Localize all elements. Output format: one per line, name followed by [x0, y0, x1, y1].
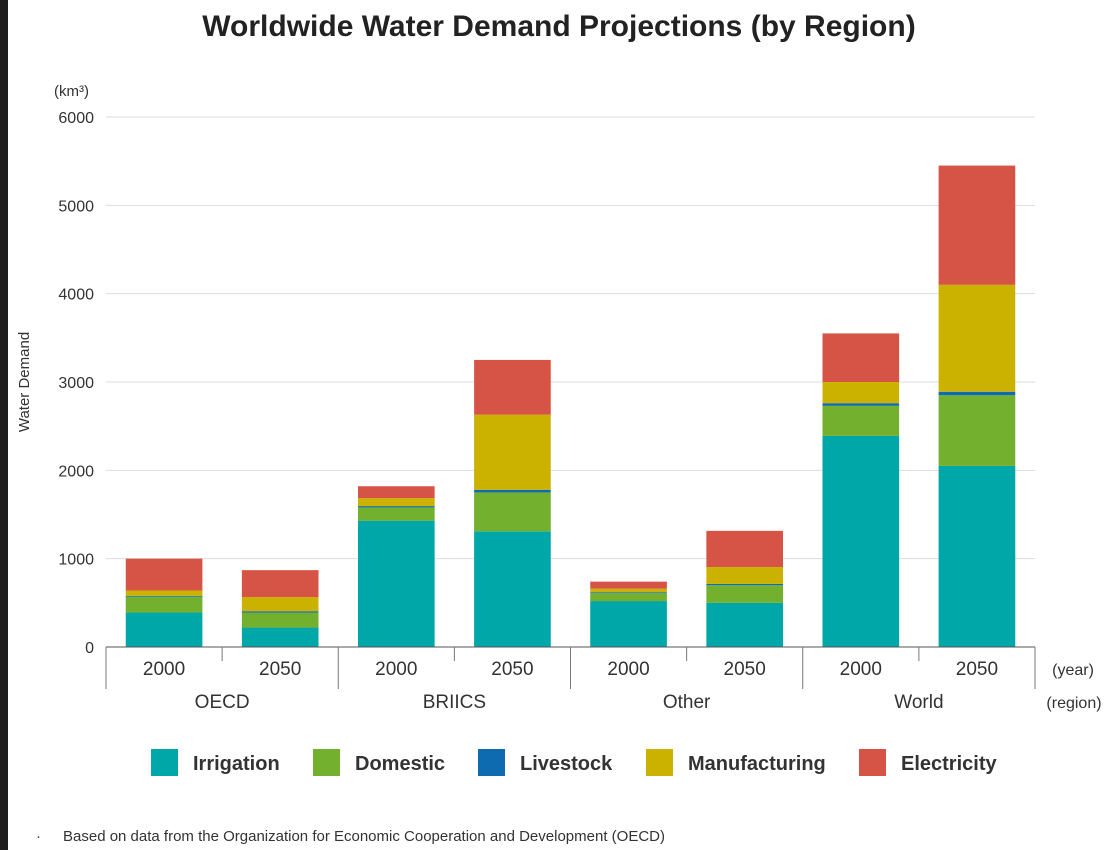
bar-segment-livestock [590, 592, 667, 594]
bar-segment-manufacturing [822, 382, 900, 404]
bar-segment-electricity [938, 165, 1016, 285]
group-label: World [894, 692, 943, 713]
bar-segment-livestock [474, 489, 551, 493]
legend-swatch-electricity [859, 749, 886, 776]
bar-segment-domestic [241, 612, 319, 628]
bar-segment-livestock [241, 611, 319, 613]
y-tick-label: 1000 [58, 552, 94, 569]
bar-segment-irrigation [938, 465, 1016, 647]
x-tick-label: 2050 [724, 659, 766, 680]
bar-segment-domestic [822, 405, 900, 436]
legend-label: Livestock [520, 753, 613, 775]
bar-segment-irrigation [822, 435, 900, 647]
bar-segment-electricity [125, 558, 203, 591]
x-tick-label: 2050 [491, 659, 533, 680]
bar-segment-livestock [357, 506, 435, 508]
bar-segment-manufacturing [241, 597, 319, 612]
y-tick-label: 4000 [58, 287, 94, 304]
x-tick-label: 2000 [143, 659, 185, 680]
x-tick-label: 2000 [375, 659, 417, 680]
legend-label: Domestic [355, 753, 445, 775]
legend-label: Manufacturing [688, 753, 826, 775]
legend-label: Irrigation [193, 753, 280, 775]
legend-swatch-manufacturing [646, 749, 673, 776]
bar-segment-electricity [590, 581, 667, 589]
bar-segment-irrigation [357, 520, 435, 647]
legend-swatch-irrigation [151, 749, 178, 776]
footnote-bullet: · [36, 828, 41, 845]
y-tick-label: 6000 [58, 110, 94, 127]
group-label: BRIICS [423, 692, 486, 713]
bar-segment-manufacturing [706, 567, 784, 584]
x-tick-label: 2050 [956, 659, 998, 680]
group-label: OECD [195, 692, 250, 713]
y-tick-label: 3000 [58, 375, 94, 392]
bar-segment-livestock [938, 391, 1016, 396]
bar-segment-domestic [125, 596, 203, 613]
chart-title: Worldwide Water Demand Projections (by R… [202, 10, 915, 43]
bar-segment-domestic [357, 507, 435, 521]
bar-segment-irrigation [706, 602, 784, 647]
bar-segment-domestic [590, 593, 667, 602]
bar-segment-electricity [822, 333, 900, 382]
bar-segment-irrigation [590, 601, 667, 647]
bar-segment-electricity [706, 530, 784, 568]
x-tick-label: 2000 [607, 659, 649, 680]
group-label: Other [663, 692, 711, 713]
bar-segment-manufacturing [474, 414, 551, 490]
bar-segment-domestic [474, 492, 551, 532]
bar-segment-electricity [357, 486, 435, 499]
y-axis-unit: (km³) [54, 83, 89, 100]
x-tick-label: 2050 [259, 659, 301, 680]
legend-swatch-livestock [478, 749, 505, 776]
group-axis-label: (region) [1046, 695, 1101, 712]
bar-segment-manufacturing [590, 588, 667, 593]
footnote: · Based on data from the Organization for… [36, 828, 665, 845]
bar-segment-manufacturing [938, 284, 1016, 392]
legend-label: Electricity [901, 753, 997, 775]
y-tick-label: 2000 [58, 463, 94, 480]
bar-segment-domestic [706, 585, 784, 603]
chart: Worldwide Water Demand Projections (by R… [16, 10, 1102, 776]
bar-segment-manufacturing [125, 590, 203, 596]
bar-segment-irrigation [241, 627, 319, 647]
footnote-text: Based on data from the Organization for … [63, 828, 665, 845]
bar-segment-livestock [822, 403, 900, 406]
bar-segment-electricity [241, 570, 319, 598]
bar-segment-domestic [938, 395, 1016, 466]
bar-segment-irrigation [474, 531, 551, 647]
bar-segment-electricity [474, 359, 551, 415]
y-axis-label: Water Demand [16, 332, 33, 432]
bar-segment-irrigation [125, 612, 203, 647]
legend-swatch-domestic [313, 749, 340, 776]
y-tick-label: 0 [85, 640, 94, 657]
chart-panel: Worldwide Water Demand Projections (by R… [8, 0, 1110, 850]
y-tick-label: 5000 [58, 198, 94, 215]
x-tick-label: 2000 [840, 659, 882, 680]
bar-segment-livestock [706, 583, 784, 586]
bar-segment-livestock [125, 595, 203, 597]
bar-segment-manufacturing [357, 498, 435, 507]
x-axis-label: (year) [1052, 662, 1094, 679]
